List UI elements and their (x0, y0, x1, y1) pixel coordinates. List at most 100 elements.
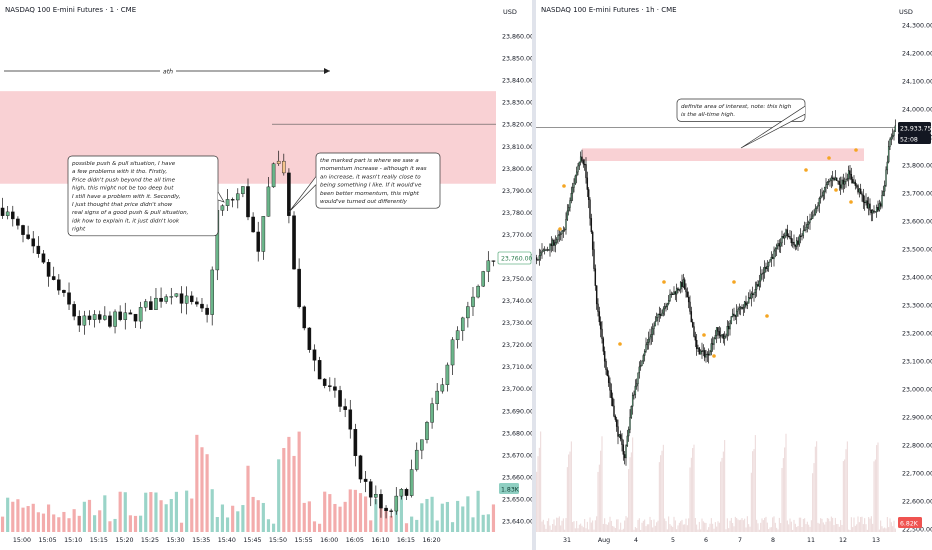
left-volume-bar (353, 489, 357, 532)
left-annotation-layer[interactable]: ath possible push & pull situation, I hav… (4, 66, 441, 237)
right-volume-bar (668, 516, 670, 532)
left-volume-bar (374, 499, 378, 532)
right-volume-bar (557, 517, 559, 532)
left-volume-bar (420, 503, 424, 532)
right-chart-panel[interactable]: 24,300.00 24,200.00 24,100.00 24,000.00 23,9… (536, 0, 932, 550)
right-candle-body (739, 307, 742, 309)
left-candle-body (46, 262, 51, 277)
left-price-axis[interactable] (496, 0, 532, 550)
left-chart-panel[interactable]: 23,860.00 23,850.00 23,840.00 23,830.00 23,8… (0, 0, 532, 550)
right-candle-body (631, 395, 634, 407)
right-candle-body (779, 242, 782, 247)
right-time-tick: Aug (598, 537, 610, 544)
right-volume-bar (572, 522, 574, 532)
left-candle-body (164, 296, 168, 302)
right-volume-bar (798, 517, 800, 532)
right-volume-bar (769, 527, 771, 532)
right-candle-body (759, 273, 762, 282)
left-note-momentum-line: an increase, it wasn't really close to (320, 174, 421, 180)
right-candle-body (553, 239, 555, 246)
left-volume-bar (149, 492, 153, 532)
right-signal-marker (558, 227, 562, 231)
left-volume-bar (128, 515, 132, 532)
right-volume-bar (864, 518, 866, 532)
right-candle-body (690, 311, 693, 323)
right-volume-bar (854, 525, 856, 532)
right-volume-bar (694, 517, 696, 532)
right-candle-body (867, 203, 870, 209)
left-price-tick: 23,650.00 (502, 496, 532, 503)
right-candle-body (802, 230, 805, 236)
right-volume-bar (877, 442, 879, 532)
right-candle-body (707, 353, 710, 356)
left-time-tick: 16:10 (371, 537, 389, 544)
right-candle-body (614, 416, 617, 420)
right-candle-body (761, 273, 763, 275)
right-volume-bar (642, 520, 644, 532)
right-candle-body (678, 288, 681, 291)
left-chart-canvas[interactable]: 23,860.00 23,850.00 23,840.00 23,830.00 23,8… (0, 0, 532, 550)
left-volume-bar (282, 448, 286, 532)
right-candle-body (538, 255, 541, 260)
right-candle-body (551, 239, 554, 246)
left-candle-body (476, 285, 480, 298)
right-price-axis[interactable] (896, 0, 932, 550)
right-volume-bar (608, 522, 610, 532)
left-candle-body (21, 225, 25, 235)
left-candle-body (328, 385, 332, 387)
left-candle-body (297, 268, 301, 308)
right-volume-bar (662, 444, 664, 532)
left-note-momentum-line: would've turned out differently (320, 199, 408, 205)
right-annotation-layer[interactable]: definite area of interest, note: this hi… (558, 98, 858, 358)
left-note-push-pull-line: real signs of a good push & pull situati… (72, 210, 189, 216)
right-volume-bar (744, 518, 746, 532)
right-candle-body (685, 288, 687, 293)
left-volume-bar (215, 517, 219, 532)
right-candle-body (854, 181, 857, 186)
right-candle-body (730, 316, 733, 324)
right-time-tick: 6 (704, 537, 708, 544)
pane-divider[interactable] (532, 0, 536, 550)
right-volume-bar (869, 518, 871, 532)
left-volume-bar (297, 431, 301, 532)
left-candle-body (179, 293, 184, 304)
right-volume-bar (565, 518, 567, 532)
right-volume-bar (568, 454, 570, 532)
right-volume-bar (581, 525, 583, 532)
right-volume-bar (825, 521, 827, 532)
right-volume-bar (885, 528, 887, 532)
right-candle-body (619, 434, 622, 440)
right-chart-canvas[interactable]: 24,300.00 24,200.00 24,100.00 24,000.00 23,9… (536, 0, 932, 550)
right-volume-bar (808, 524, 810, 532)
right-volume-bar (788, 524, 790, 532)
right-volume-bar (709, 523, 711, 532)
right-currency-label: USD (899, 8, 913, 16)
right-volume-bar (780, 523, 782, 532)
left-candle-body (235, 193, 240, 201)
right-volume-bar (794, 523, 796, 532)
right-price-tick: 23,200.00 (902, 331, 932, 338)
right-candle-body (694, 336, 697, 341)
right-candle-body (670, 293, 673, 295)
right-volume-bar (828, 518, 830, 532)
right-candle-body (719, 335, 722, 337)
right-volume-bar (852, 527, 854, 532)
right-candle-body (669, 293, 671, 301)
right-candle-body (829, 180, 831, 182)
left-volume-bar (11, 501, 15, 532)
left-volume-bar (430, 496, 434, 532)
left-candle-body (210, 269, 214, 315)
left-time-tick: 15:25 (141, 537, 159, 544)
left-price-tick: 23,770.00 (502, 232, 532, 239)
right-volume-bar (696, 524, 698, 532)
left-candle-body (230, 199, 235, 201)
right-candle-body (571, 187, 574, 194)
left-volume-bar (6, 497, 10, 532)
right-candle-body (574, 175, 577, 184)
right-candle-body (665, 306, 667, 308)
left-candle-body (67, 292, 71, 305)
right-candle-body (734, 315, 737, 317)
right-candle-body (818, 198, 821, 206)
right-time-tick: 31 (563, 537, 571, 544)
right-candle-body (558, 234, 561, 236)
